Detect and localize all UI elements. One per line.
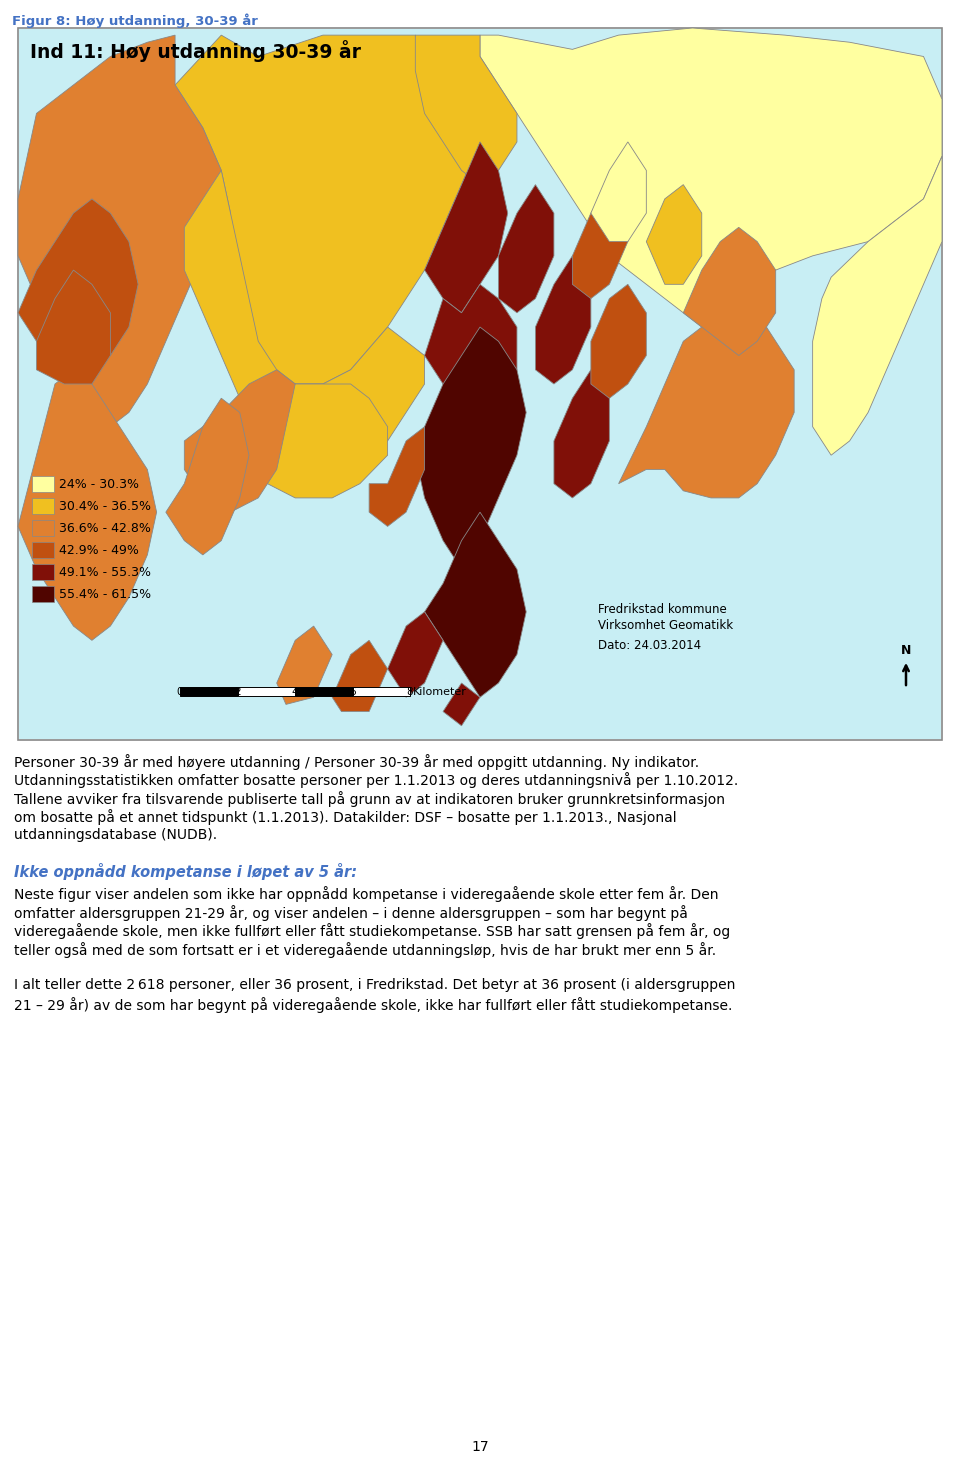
Bar (32, 476, 54, 492)
Text: 49.1% - 55.3%: 49.1% - 55.3% (59, 565, 151, 578)
Bar (32, 564, 54, 580)
Polygon shape (175, 35, 480, 385)
Text: 6: 6 (349, 687, 356, 697)
Bar (237, 687, 295, 696)
Text: N: N (900, 644, 911, 658)
Polygon shape (166, 398, 249, 555)
Text: 4: 4 (292, 687, 299, 697)
Bar (32, 498, 54, 514)
Polygon shape (498, 185, 554, 313)
Polygon shape (424, 285, 516, 413)
Text: 30.4% - 36.5%: 30.4% - 36.5% (59, 499, 151, 512)
Text: I alt teller dette 2 618 personer, eller 36 prosent, i Fredrikstad. Det betyr at: I alt teller dette 2 618 personer, eller… (14, 979, 735, 992)
Bar (32, 520, 54, 536)
Text: Tallene avviker fra tilsvarende publiserte tall på grunn av at indikatoren bruke: Tallene avviker fra tilsvarende publiser… (14, 791, 725, 807)
Text: videregaående skole, men ikke fullført eller fått studiekompetanse. SSB har satt: videregaående skole, men ikke fullført e… (14, 923, 731, 940)
Polygon shape (18, 35, 221, 427)
Text: Ikke oppnådd kompetanse i løpet av 5 år:: Ikke oppnådd kompetanse i løpet av 5 år: (14, 863, 357, 879)
Text: 8: 8 (407, 687, 414, 697)
Polygon shape (18, 370, 156, 640)
Polygon shape (812, 156, 942, 455)
Polygon shape (424, 512, 526, 697)
Bar (32, 586, 54, 602)
Polygon shape (424, 142, 508, 313)
Text: 21 – 29 år) av de som har begynt på videregaående skole, ikke har fullført eller: 21 – 29 år) av de som har begynt på vide… (14, 997, 732, 1013)
Bar (295, 687, 352, 696)
Text: Personer 30-39 år med høyere utdanning / Personer 30-39 år med oppgitt utdanning: Personer 30-39 år med høyere utdanning /… (14, 755, 699, 769)
Text: utdanningsdatabase (NUDB).: utdanningsdatabase (NUDB). (14, 828, 217, 843)
Polygon shape (332, 640, 388, 712)
Bar (352, 687, 410, 696)
Text: Dato: 24.03.2014: Dato: 24.03.2014 (598, 639, 701, 652)
Text: teller også med de som fortsatt er i et videregaående utdanningsløp, hvis de har: teller også med de som fortsatt er i et … (14, 942, 716, 959)
Text: Figur 8: Høy utdanning, 30-39 år: Figur 8: Høy utdanning, 30-39 år (12, 13, 258, 28)
Polygon shape (184, 370, 296, 512)
Polygon shape (590, 142, 646, 242)
Bar (18, 28, 942, 740)
Polygon shape (590, 285, 646, 398)
Polygon shape (646, 185, 702, 285)
Polygon shape (18, 198, 138, 370)
Bar (19, 29, 941, 738)
Polygon shape (554, 370, 610, 498)
Polygon shape (416, 35, 516, 185)
Polygon shape (684, 228, 776, 355)
Text: Kilometer: Kilometer (413, 687, 467, 697)
Text: 42.9% - 49%: 42.9% - 49% (59, 543, 139, 556)
Polygon shape (388, 612, 444, 697)
Polygon shape (480, 28, 942, 327)
Polygon shape (536, 255, 590, 385)
Text: 24% - 30.3%: 24% - 30.3% (59, 477, 139, 490)
Text: 36.6% - 42.8%: 36.6% - 42.8% (59, 521, 151, 534)
Text: Neste figur viser andelen som ikke har oppnådd kompetanse i videregaående skole : Neste figur viser andelen som ikke har o… (14, 887, 718, 903)
Text: 2: 2 (234, 687, 241, 697)
Polygon shape (240, 385, 388, 498)
Polygon shape (184, 170, 424, 470)
Text: om bosatte på et annet tidspunkt (1.1.2013). Datakilder: DSF – bosatte per 1.1.2: om bosatte på et annet tidspunkt (1.1.20… (14, 809, 677, 825)
Text: 55.4% - 61.5%: 55.4% - 61.5% (59, 587, 151, 600)
Text: Ind 11: Høy utdanning 30-39 år: Ind 11: Høy utdanning 30-39 år (30, 40, 361, 62)
Bar (32, 542, 54, 558)
Polygon shape (416, 327, 526, 570)
Bar (180, 687, 237, 696)
Polygon shape (369, 427, 424, 527)
Text: 17: 17 (471, 1440, 489, 1453)
Text: Utdanningsstatistikken omfatter bosatte personer per 1.1.2013 og deres utdanning: Utdanningsstatistikken omfatter bosatte … (14, 772, 738, 788)
Text: 0: 0 (177, 687, 183, 697)
Polygon shape (618, 298, 794, 498)
Text: 1: 1 (205, 687, 212, 697)
Text: Virksomhet Geomatikk: Virksomhet Geomatikk (598, 619, 733, 633)
Polygon shape (572, 185, 628, 298)
Polygon shape (36, 270, 110, 385)
Text: Fredrikstad kommune: Fredrikstad kommune (598, 603, 727, 617)
Text: omfatter aldersgruppen 21-29 år, og viser andelen – i denne aldersgruppen – som : omfatter aldersgruppen 21-29 år, og vise… (14, 904, 688, 920)
Polygon shape (276, 625, 332, 705)
Polygon shape (444, 683, 480, 725)
